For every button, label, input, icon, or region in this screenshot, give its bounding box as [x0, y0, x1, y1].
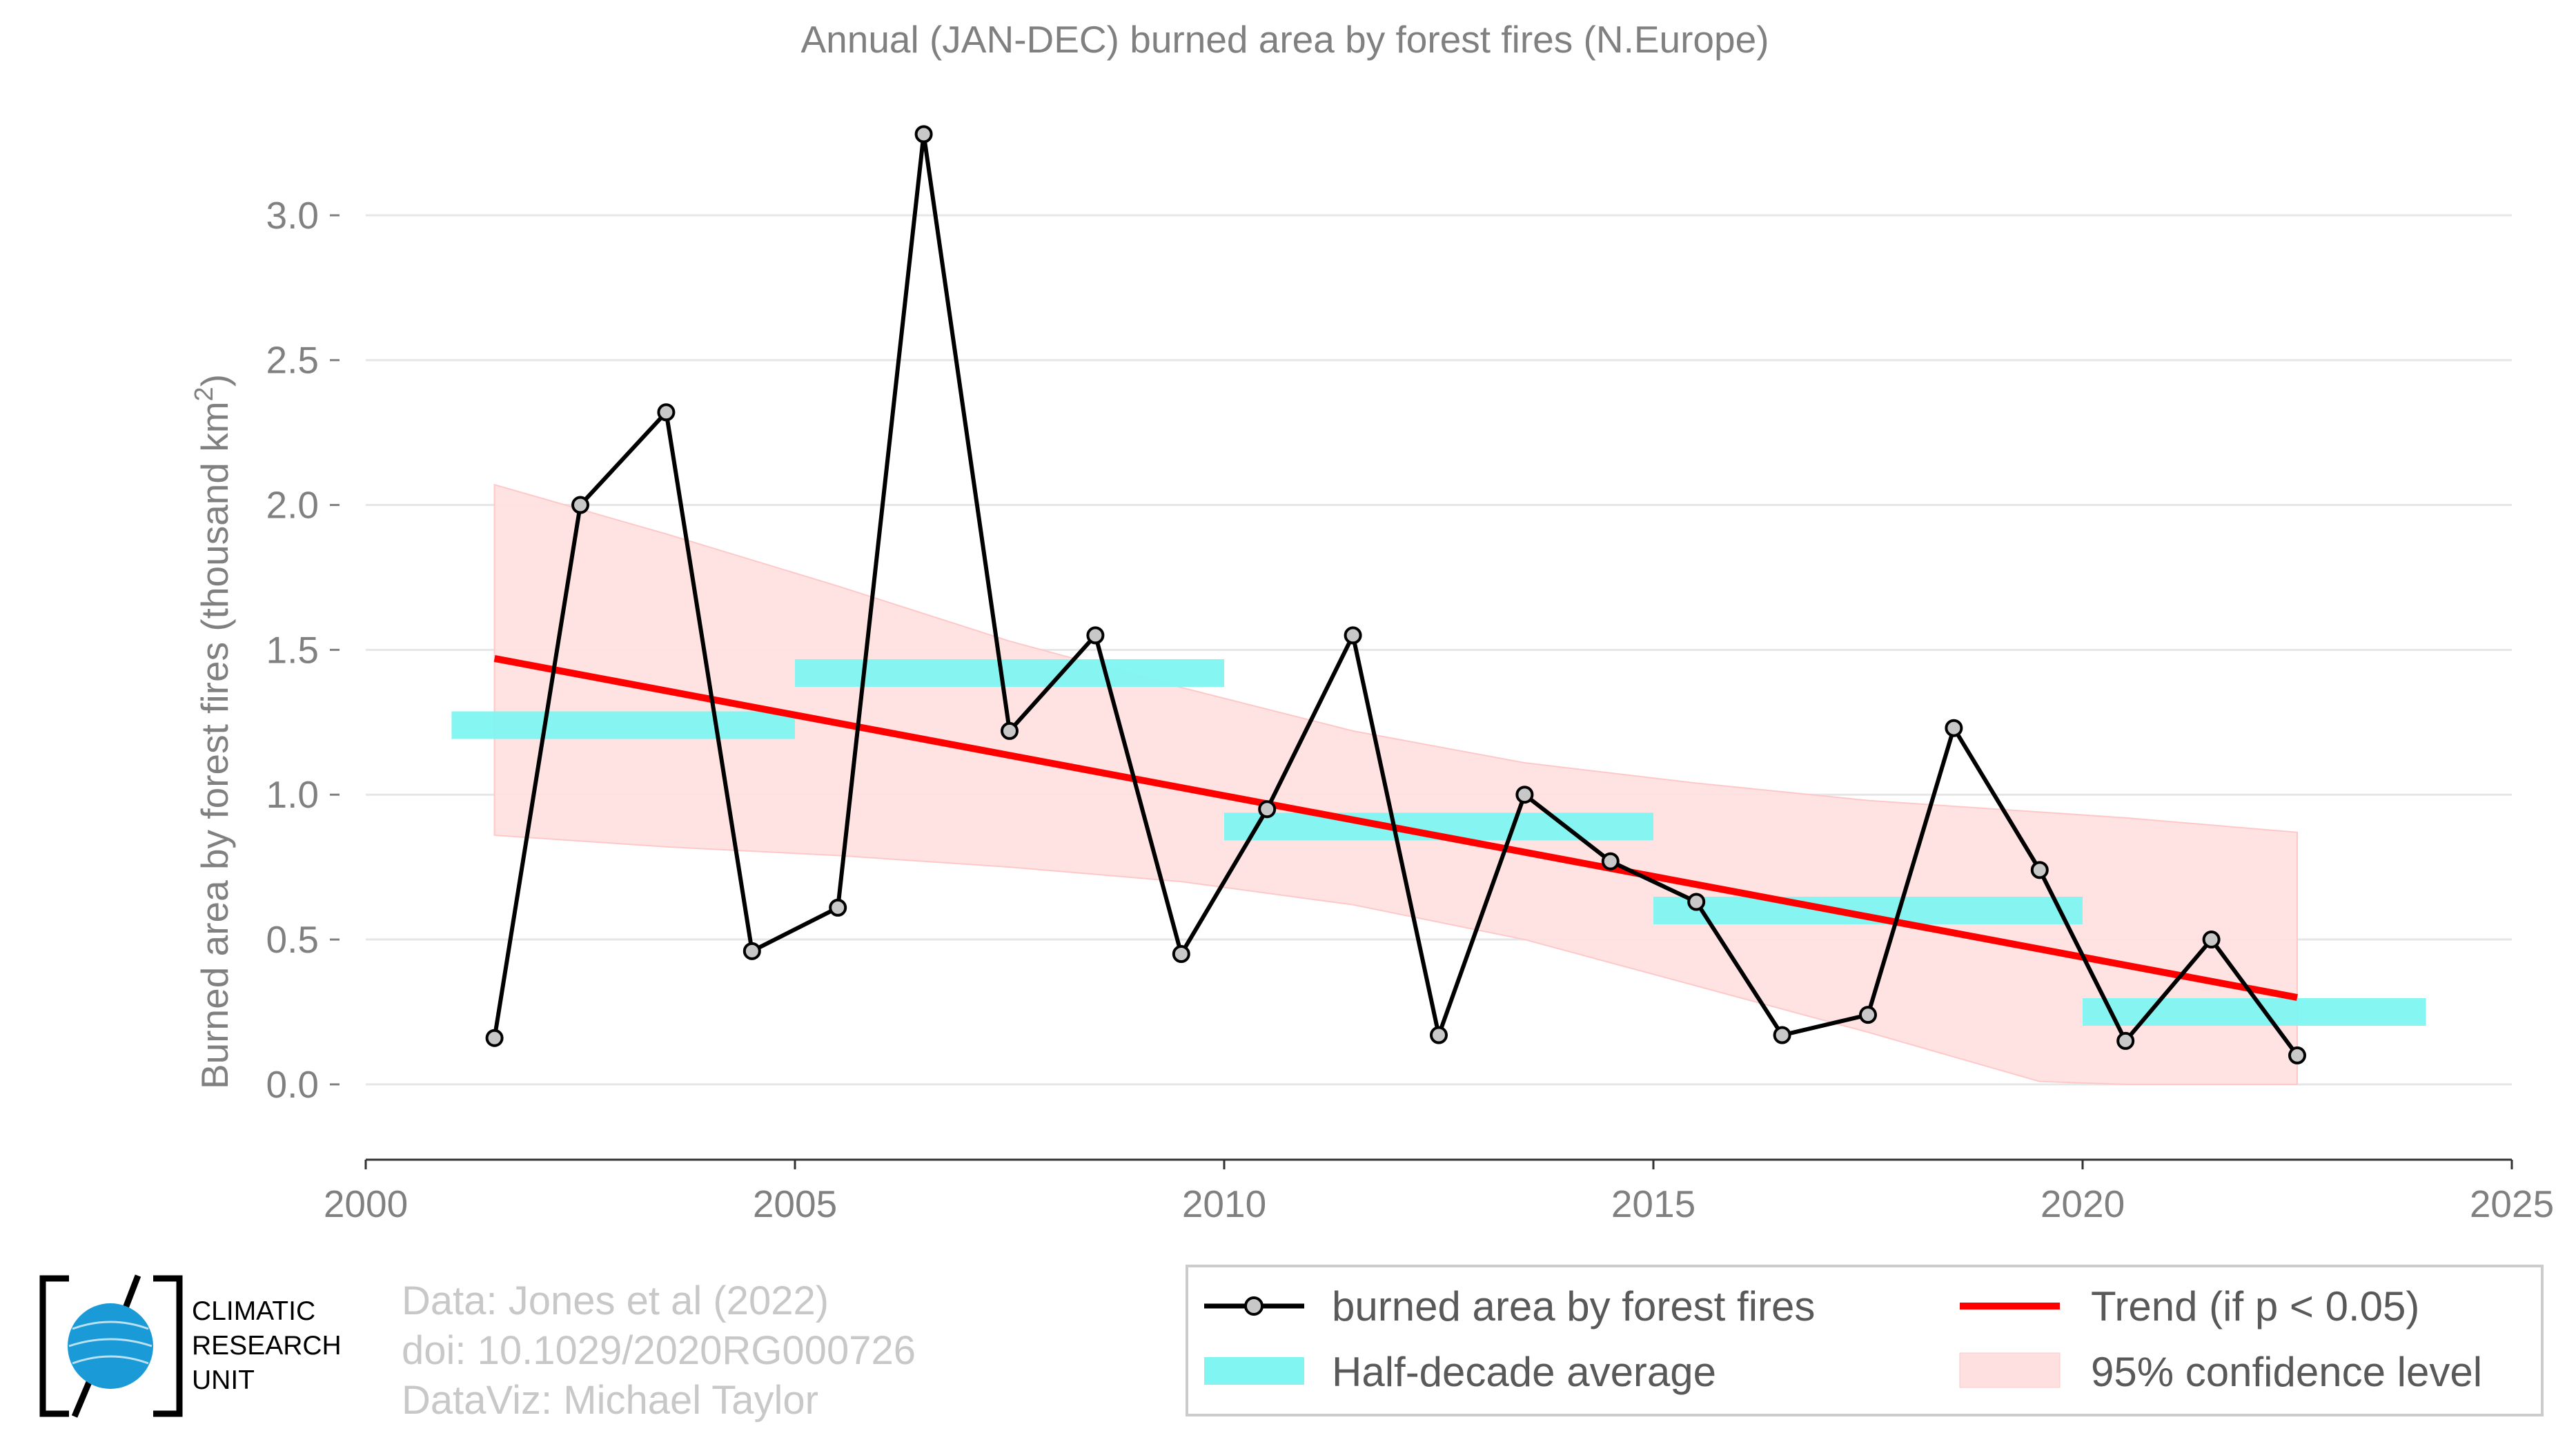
- y-tick-label: 0.0: [266, 1063, 319, 1106]
- legend-half-decade-swatch: [1204, 1357, 1304, 1385]
- legend-label-trend: Trend (if p < 0.05): [2091, 1283, 2419, 1330]
- data-point: [2288, 1046, 2306, 1064]
- data-point: [1687, 893, 1706, 911]
- data-point: [1001, 721, 1019, 740]
- x-tick-label: 2025: [2470, 1182, 2554, 1225]
- cru-logo: CLIMATIC RESEARCH UNIT: [39, 1274, 342, 1418]
- half-decade-bar: [451, 711, 795, 739]
- half-decade-bar: [2083, 997, 2426, 1026]
- data-point: [1430, 1026, 1448, 1044]
- legend-marker-swatch: [1244, 1296, 1264, 1316]
- logo-bracket-right: [153, 1275, 183, 1417]
- y-axis-label-main: Burned area by forest fires (thousand km: [193, 401, 236, 1089]
- legend-label-half-decade: Half-decade average: [1332, 1349, 1716, 1395]
- data-point: [829, 898, 847, 917]
- legend-label-burned-area: burned area by forest fires: [1332, 1283, 1815, 1330]
- half-decade-bar: [795, 659, 1224, 687]
- data-point: [1258, 800, 1277, 819]
- data-point: [1515, 786, 1534, 804]
- data-point: [1945, 719, 1963, 737]
- logo-text-research: RESEARCH: [192, 1331, 342, 1361]
- y-tick-label: 2.0: [266, 484, 319, 527]
- data-point: [743, 942, 761, 960]
- legend-ci-swatch: [1959, 1352, 2061, 1388]
- data-point: [914, 125, 933, 144]
- legend-box: [1186, 1265, 2544, 1416]
- globe-icon: [68, 1303, 153, 1389]
- data-point: [485, 1029, 504, 1047]
- data-point: [2202, 931, 2221, 949]
- data-point: [571, 496, 589, 514]
- burned-area-line: [492, 132, 2299, 1057]
- logo-text-climatic: CLIMATIC: [192, 1296, 315, 1326]
- data-point: [2030, 861, 2049, 879]
- data-point: [1859, 1006, 1877, 1024]
- confidence-band-area: [493, 483, 2298, 1085]
- y-axis: 0.0 0.5 1.0 1.5 2.0 2.5 3.0: [266, 194, 340, 1106]
- confidence-band: [493, 483, 2298, 1085]
- x-tick-label: 2010: [1182, 1182, 1266, 1225]
- x-tick-label: 2000: [324, 1182, 408, 1225]
- data-point: [1086, 626, 1105, 645]
- y-axis-label-end: ): [193, 374, 236, 387]
- chart-title: Annual (JAN-DEC) burned area by forest f…: [800, 18, 1769, 61]
- y-tick-label: 3.0: [266, 194, 319, 237]
- data-point: [2116, 1031, 2135, 1050]
- data-point: [1601, 852, 1620, 870]
- data-point: [1773, 1026, 1791, 1044]
- y-axis-label-superscript: 2: [190, 387, 219, 401]
- credit-doi: doi: 10.1029/2020RG000726: [402, 1328, 916, 1373]
- y-tick-label: 0.5: [266, 918, 319, 961]
- credit-data-source: Data: Jones et al (2022): [402, 1278, 829, 1323]
- data-point: [657, 403, 676, 422]
- x-tick-label: 2015: [1611, 1182, 1695, 1225]
- data-point: [1344, 626, 1362, 645]
- y-tick-label: 1.0: [266, 773, 319, 816]
- x-tick-label: 2020: [2041, 1182, 2125, 1225]
- burned-area-series: [485, 125, 2306, 1064]
- globe-lines: [68, 1321, 153, 1365]
- legend: burned area by forest fires Half-decade …: [1186, 1265, 2544, 1416]
- y-tick-label: 1.5: [266, 628, 319, 671]
- y-axis-label: Burned area by forest fires (thousand km…: [190, 374, 236, 1089]
- logo-bracket-left: [39, 1275, 69, 1417]
- data-point: [1172, 945, 1190, 964]
- legend-label-ci: 95% confidence level: [2091, 1349, 2482, 1395]
- y-tick-label: 2.5: [266, 339, 319, 382]
- x-axis: 2000 2005 2010 2015 2020 2025: [324, 1158, 2554, 1225]
- x-tick-label: 2005: [753, 1182, 837, 1225]
- logo-text-unit: UNIT: [192, 1365, 255, 1395]
- credit-dataviz: DataViz: Michael Taylor: [402, 1378, 818, 1423]
- logo-slash-bottom: [71, 1379, 93, 1418]
